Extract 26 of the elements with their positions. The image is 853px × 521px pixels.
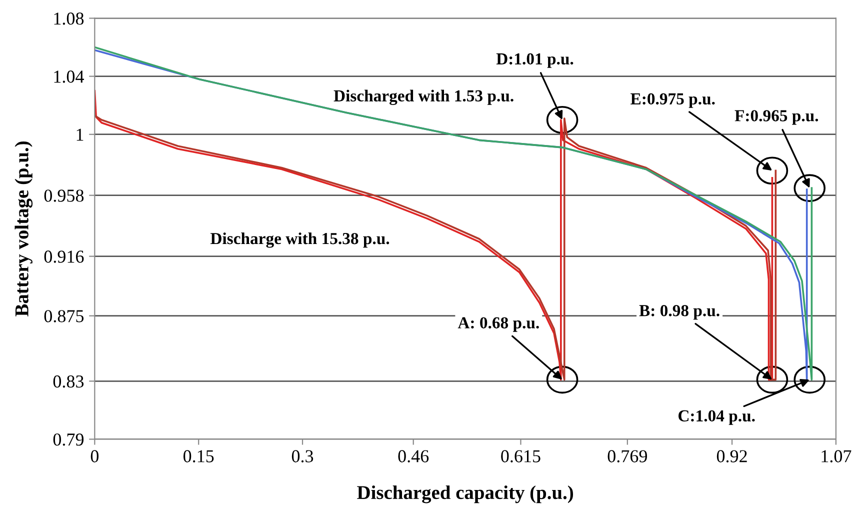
annotation: Discharge with 15.38 p.u. (210, 232, 390, 248)
x-tick-label: 0.615 (501, 450, 540, 462)
annotation: Discharged with 1.53 p.u. (334, 90, 514, 105)
y-tick-label: 1.04 (54, 70, 84, 83)
x-tick-label: 0.3 (292, 450, 314, 462)
y-tick-label: 0.79 (53, 433, 84, 446)
y-tick-label: 0.958 (44, 190, 84, 202)
x-tick-label: 0.46 (398, 450, 429, 462)
x-tick-label: 0.15 (183, 450, 214, 462)
x-tick-label: 0.92 (716, 450, 747, 462)
y-tick-label: 0.83 (53, 375, 84, 388)
y-tick-label: 0.875 (44, 310, 84, 322)
annotation: D:1.01 p.u. (496, 53, 574, 68)
y-tick-label: 1 (76, 128, 84, 141)
x-tick-label: 0.769 (608, 450, 647, 462)
annotation: E:0.975 p.u. (630, 93, 715, 108)
annotation: C:1.04 p.u. (678, 410, 755, 425)
y-axis-title: Battery voltage (p.u.) (14, 142, 33, 316)
annotation: B: 0.98 p.u. (639, 304, 720, 320)
x-axis-title: Discharged capacity (p.u.) (357, 485, 574, 504)
x-tick-label: 1.07 (822, 450, 852, 462)
y-tick-label: 0.916 (44, 250, 84, 263)
annotation: F:0.965 p.u. (734, 110, 818, 125)
y-tick-label: 1.08 (54, 12, 84, 25)
annotation: A: 0.68 p.u. (458, 317, 539, 332)
x-tick-label: 0 (90, 450, 99, 462)
